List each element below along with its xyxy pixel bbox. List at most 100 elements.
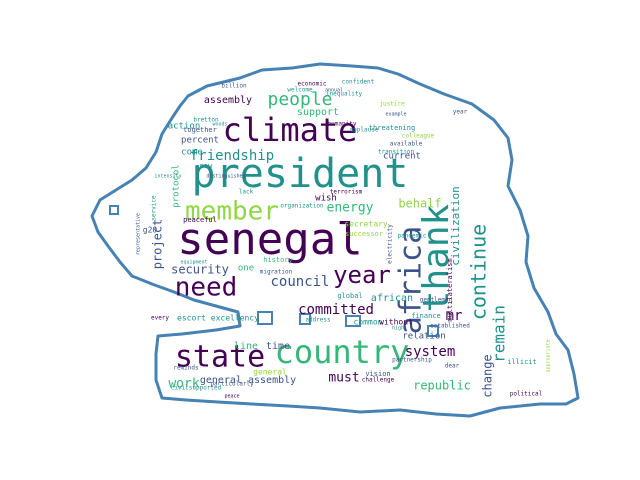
cloud-word-peace: peace	[224, 394, 239, 400]
cloud-word-committed: committed	[298, 302, 374, 318]
cloud-word-one: one	[238, 264, 254, 274]
cloud-word-challenge: challenge	[362, 377, 395, 384]
cloud-word-reminds: reminds	[173, 365, 199, 372]
cloud-word-humanity: humanity	[328, 121, 357, 128]
cloud-word-country: country	[275, 333, 410, 371]
cloud-word-assembly: assembly	[204, 95, 252, 106]
cloud-word-terrorism: terrorism	[330, 189, 363, 196]
cloud-word-partnership: partnership	[392, 357, 432, 364]
cloud-word-particularly: particularly	[210, 381, 254, 388]
cloud-word-migration: migration	[260, 269, 293, 276]
cloud-word-political: political	[510, 391, 543, 398]
cloud-word-finance: finance	[411, 312, 441, 320]
cloud-word-equipment: equipment	[180, 260, 207, 266]
cloud-word-distinguished: distinguished	[206, 174, 245, 180]
cloud-word-council: council	[270, 274, 329, 290]
cloud-word-gentleman: gentleman	[420, 297, 453, 304]
cloud-word-multilateralism: multilateralism	[446, 258, 454, 321]
cloud-word-time: time	[266, 341, 290, 352]
cloud-word-thank: thank	[416, 203, 457, 312]
cloud-word-come: come	[181, 148, 203, 158]
cloud-word-threatening: threatening	[369, 124, 415, 132]
cloud-word-g20: g20	[143, 226, 158, 235]
cloud-word-escort-excellency: escort excellency	[177, 314, 259, 323]
cloud-word-current: current	[383, 152, 421, 162]
cloud-word-friendship: friendship	[190, 148, 274, 164]
cloud-word-people: people	[267, 89, 332, 110]
cloud-word-common: common	[354, 318, 383, 327]
cloud-word-high: high	[392, 326, 404, 332]
cloud-word-annual: annual	[325, 88, 343, 94]
cloud-word-behalf: behalf	[398, 197, 441, 211]
cloud-word-mr: mr	[446, 308, 463, 324]
outline-notch	[427, 325, 439, 337]
cloud-word-pandemic: pandemic	[398, 233, 427, 240]
cloud-word-service: service	[151, 195, 158, 221]
cloud-word-dear: dear	[445, 363, 460, 370]
cloud-word-republic: republic	[413, 379, 471, 393]
cloud-word-confident: confident	[342, 79, 375, 86]
cloud-word-intensity: intensity	[154, 174, 181, 180]
cloud-word-energy: energy	[327, 201, 374, 216]
cloud-word-general: general	[253, 368, 287, 377]
cloud-word-climate: climate	[223, 111, 358, 149]
cloud-word-african: african	[371, 293, 413, 304]
cloud-word-remain: remain	[490, 305, 509, 363]
cloud-word-woods: woods	[212, 122, 227, 128]
cloud-word-example: example	[385, 112, 406, 118]
cloud-word-year: year	[453, 109, 468, 116]
map-outline	[90, 62, 580, 418]
word-cloud-words: senegal president country climate thankafric…	[136, 79, 552, 400]
cloud-word-system: system	[405, 344, 456, 360]
cloud-word-successor: successor	[345, 230, 383, 238]
outline-notch	[109, 205, 119, 215]
cloud-word-available: available	[390, 141, 423, 148]
cloud-word-year: year	[333, 261, 391, 289]
cloud-word-history: history	[263, 256, 293, 264]
cloud-word-member: member	[185, 197, 279, 227]
outline-notch	[257, 311, 273, 325]
cloud-word-wish: wish	[315, 194, 337, 204]
cloud-word-global: global	[337, 292, 362, 300]
cloud-word-economic: economic	[298, 81, 327, 88]
cloud-word-appropriate: appropriate	[546, 339, 552, 372]
cloud-word-colleague: colleague	[402, 133, 435, 140]
cloud-word-civilsupported: civilsupported	[171, 385, 222, 392]
country-silhouette-outline	[90, 62, 580, 418]
cloud-word-vision: vision	[365, 370, 390, 378]
cloud-word-organization: organization	[280, 203, 324, 210]
cloud-word-lack: lack	[239, 189, 254, 196]
cloud-word-work: work	[168, 377, 199, 392]
cloud-word-continue: continue	[467, 224, 491, 320]
cloud-word-action: action	[168, 122, 201, 132]
cloud-word-secretary: secretary	[344, 220, 388, 229]
cloud-word-peaceful: peaceful	[183, 216, 217, 224]
cloud-word-protocol: protocol	[172, 164, 182, 207]
cloud-word-address: address	[305, 317, 331, 324]
cloud-word-project: project	[151, 219, 165, 270]
cloud-word-electricity: electricity	[387, 224, 394, 264]
cloud-word-must: must	[328, 371, 359, 386]
cloud-word-welcome: welcome	[287, 87, 313, 94]
cloud-word-applause: applause	[350, 127, 379, 134]
cloud-word-billion: billion	[221, 83, 247, 90]
cloud-word-without: without	[379, 318, 413, 327]
outline-notch	[345, 315, 361, 327]
cloud-word-established: established	[430, 323, 470, 330]
cloud-word-new: new	[200, 162, 213, 170]
cloud-word-line: line	[234, 341, 258, 352]
cloud-word-africa: africa	[394, 226, 429, 334]
cloud-word-relation: relation	[402, 332, 445, 342]
cloud-word-president: president	[192, 151, 409, 197]
cloud-word-change: change	[481, 354, 495, 397]
cloud-word-representative: representative	[136, 213, 142, 255]
cloud-word-every: every	[151, 315, 169, 322]
cloud-word-percent: percent	[181, 136, 219, 146]
outline-notch	[299, 313, 311, 325]
cloud-word-civilization: civilization	[449, 186, 462, 265]
cloud-word-state: state	[175, 340, 265, 375]
cloud-word-support: support	[297, 107, 339, 118]
cloud-word-senegal: senegal	[177, 214, 362, 265]
cloud-word-bretton: bretton	[193, 117, 219, 124]
